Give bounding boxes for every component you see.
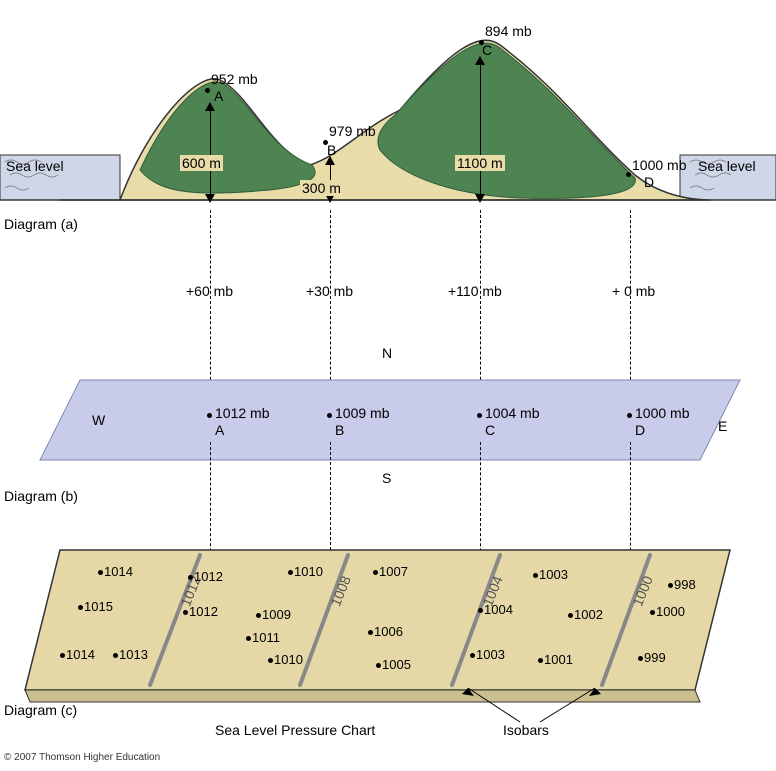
station-value: 1013 <box>119 647 148 662</box>
station-dot <box>373 570 378 575</box>
letter-d: D <box>644 174 654 190</box>
arrowhead-down-c <box>475 194 485 203</box>
compass-e: E <box>718 418 727 434</box>
chart-title: Sea Level Pressure Chart <box>215 722 375 738</box>
sl-letter-d: D <box>635 422 645 438</box>
station-value: 1012 <box>194 569 223 584</box>
station-dot <box>668 583 673 588</box>
station-dot <box>246 636 251 641</box>
station-value: 1014 <box>104 564 133 579</box>
station-value: 998 <box>674 577 696 592</box>
elev-arrow-a <box>210 108 211 200</box>
station-dot <box>470 653 475 658</box>
station-dot <box>650 610 655 615</box>
station-dot <box>533 573 538 578</box>
station-value: 1011 <box>252 630 280 645</box>
corr-a: +60 mb <box>186 283 233 299</box>
station-dot <box>183 610 188 615</box>
station-value: 1003 <box>539 567 568 582</box>
dot-c-sl <box>477 413 482 418</box>
elev-b: 300 m <box>300 180 343 196</box>
station-dot <box>376 663 381 668</box>
elev-a: 600 m <box>180 155 223 171</box>
letter-a: A <box>214 88 223 104</box>
diagram-a-svg <box>0 0 776 230</box>
station-dot <box>256 613 261 618</box>
station-value: 1004 <box>484 602 513 617</box>
station-value: 999 <box>644 650 666 665</box>
station-dot <box>538 658 543 663</box>
station-dot <box>98 570 103 575</box>
isobars-label: Isobars <box>503 722 549 738</box>
sl-letter-a: A <box>215 422 224 438</box>
station-value: 1010 <box>294 564 323 579</box>
station-value: 1001 <box>544 652 573 667</box>
station-dot <box>568 613 573 618</box>
compass-n: N <box>382 345 392 361</box>
corr-d: + 0 mb <box>612 283 655 299</box>
diagram-b-label: Diagram (b) <box>4 488 78 504</box>
dot-d-sl <box>627 413 632 418</box>
diagram-c-label: Diagram (c) <box>4 702 77 718</box>
station-dot <box>638 656 643 661</box>
station-dot <box>268 658 273 663</box>
station-dot <box>368 630 373 635</box>
station-dot <box>78 605 83 610</box>
pressure-b: 979 mb <box>329 123 376 139</box>
station-value: 1014 <box>66 647 95 662</box>
station-value: 1015 <box>84 599 113 614</box>
station-value: 1007 <box>379 564 408 579</box>
corr-b: +30 mb <box>306 283 353 299</box>
arrowhead-up-a <box>205 102 215 111</box>
arrowhead-up-b <box>325 156 335 165</box>
station-dot <box>60 653 65 658</box>
compass-w: W <box>92 412 105 428</box>
slp-c: 1004 mb <box>485 405 539 421</box>
station-value: 1006 <box>374 624 403 639</box>
dot-a-surface <box>205 88 210 93</box>
station-value: 1002 <box>574 607 603 622</box>
arrowhead-up-c <box>475 56 485 65</box>
pressure-d: 1000 mb <box>632 157 686 173</box>
dot-a-sl <box>207 413 212 418</box>
compass-s: S <box>382 470 391 486</box>
station-value: 1003 <box>476 647 505 662</box>
station-dot <box>478 608 483 613</box>
copyright: © 2007 Thomson Higher Education <box>4 752 160 763</box>
sea-level-right: Sea level <box>698 158 756 174</box>
sea-level-left: Sea level <box>6 158 64 174</box>
corr-c: +110 mb <box>448 283 502 299</box>
dot-d-surface <box>626 172 631 177</box>
station-dot <box>288 570 293 575</box>
station-value: 1000 <box>656 604 685 619</box>
station-dot <box>188 575 193 580</box>
slp-b: 1009 mb <box>335 405 389 421</box>
pressure-c: 894 mb <box>485 23 532 39</box>
station-value: 1005 <box>382 657 411 672</box>
pressure-a: 952 mb <box>211 71 258 87</box>
station-value: 1009 <box>262 607 291 622</box>
dot-b-sl <box>327 413 332 418</box>
diagram-a-label: Diagram (a) <box>4 216 78 232</box>
station-dot <box>113 653 118 658</box>
elev-c: 1100 m <box>455 155 505 171</box>
elev-arrow-c <box>480 62 481 200</box>
station-value: 1010 <box>274 652 303 667</box>
sl-letter-c: C <box>485 422 495 438</box>
slp-d: 1000 mb <box>635 405 689 421</box>
sl-letter-b: B <box>335 422 344 438</box>
station-value: 1012 <box>189 604 218 619</box>
arrowhead-down-a <box>205 194 215 203</box>
slp-a: 1012 mb <box>215 405 269 421</box>
